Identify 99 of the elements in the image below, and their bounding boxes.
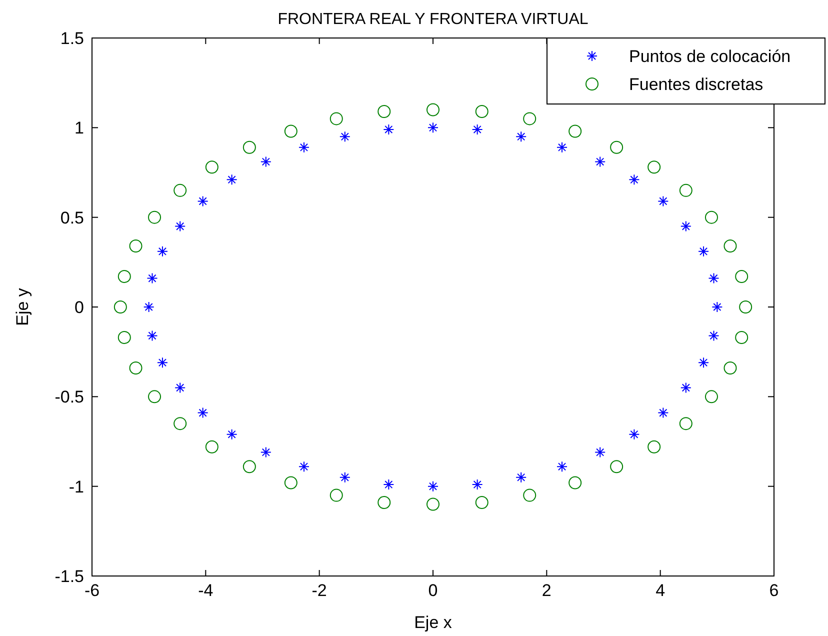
y-tick-label: -0.5 (54, 388, 84, 407)
point (523, 112, 536, 126)
point (708, 330, 720, 342)
point (260, 156, 272, 168)
point (205, 160, 218, 174)
point (378, 105, 391, 118)
point (648, 440, 661, 454)
y-tick-label: 0 (74, 298, 84, 317)
point (648, 160, 661, 174)
point (129, 361, 142, 374)
y-tick-label: 1 (74, 118, 84, 138)
point (146, 330, 158, 342)
x-tick-label: 4 (656, 581, 666, 600)
point (114, 300, 127, 314)
x-tick-label: -6 (84, 581, 100, 600)
point (658, 196, 669, 207)
point (174, 184, 187, 197)
point (556, 461, 568, 472)
x-axis-title: Eje x (414, 613, 452, 632)
x-tick-label: 0 (428, 581, 438, 600)
point (680, 220, 692, 232)
point (383, 479, 394, 490)
x-tick-label: 2 (542, 581, 552, 600)
point (628, 428, 640, 440)
point (472, 124, 483, 135)
point (680, 382, 692, 394)
point (426, 498, 440, 511)
point (708, 272, 720, 284)
point (226, 428, 238, 440)
point (628, 174, 640, 186)
point (698, 357, 710, 368)
point (339, 131, 350, 142)
point (610, 460, 624, 474)
point (284, 124, 298, 138)
y-tick-label: -1.5 (54, 566, 84, 586)
point (472, 479, 483, 490)
point (735, 270, 748, 284)
point (475, 496, 488, 509)
point (226, 174, 238, 186)
y-tick-label: 0.5 (60, 208, 84, 228)
point (298, 461, 310, 472)
point (383, 124, 394, 135)
point (568, 124, 582, 138)
point (594, 156, 606, 168)
point (197, 196, 208, 207)
x-tick-label: -4 (198, 581, 214, 600)
y-tick-label: 1.5 (60, 28, 84, 48)
point (242, 140, 256, 154)
point (679, 417, 692, 430)
point (679, 184, 692, 197)
point (197, 407, 208, 418)
y-axis-title: Eje y (13, 288, 32, 326)
point (378, 496, 391, 509)
point (610, 140, 624, 154)
point (475, 105, 488, 118)
point (594, 446, 606, 458)
point (556, 142, 568, 153)
point (284, 476, 298, 490)
point (704, 210, 718, 224)
point (698, 246, 710, 257)
point (118, 270, 131, 284)
point (146, 272, 158, 284)
point (174, 417, 187, 430)
point (260, 446, 272, 458)
point (242, 460, 256, 474)
point (712, 302, 723, 312)
y-tick-label: -1 (68, 477, 84, 496)
point (118, 330, 131, 344)
point (174, 382, 186, 394)
legend-label: Puntos de colocación (629, 46, 791, 66)
point (156, 246, 168, 257)
x-tick-label: -2 (312, 581, 327, 600)
x-tick-label: 6 (769, 581, 779, 600)
point (148, 210, 162, 224)
point (339, 472, 350, 483)
point (658, 407, 669, 418)
point (568, 476, 582, 490)
point (428, 122, 438, 134)
point (704, 390, 718, 404)
point (523, 488, 536, 502)
point (330, 112, 343, 126)
point (516, 131, 527, 142)
point (205, 440, 218, 454)
point (516, 472, 527, 483)
point (298, 142, 310, 153)
point (330, 488, 343, 502)
point (724, 240, 737, 253)
point (148, 390, 162, 404)
point (129, 240, 142, 253)
point (735, 330, 748, 344)
point (724, 361, 737, 374)
point (428, 480, 438, 492)
point (739, 300, 752, 314)
chart-title: FRONTERA REAL Y FRONTERA VIRTUAL (278, 11, 588, 28)
point (143, 302, 154, 312)
point (426, 103, 440, 116)
point (156, 357, 168, 368)
legend-label: Fuentes discretas (629, 74, 764, 94)
point (174, 220, 186, 232)
